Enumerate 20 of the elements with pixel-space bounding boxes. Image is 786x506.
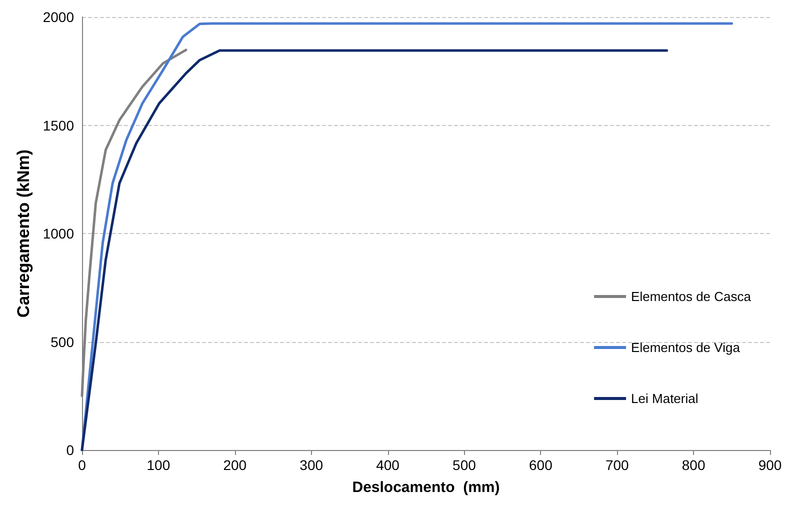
y-tick-label: 500: [50, 334, 74, 350]
y-tick-label: 1000: [42, 226, 74, 242]
y-tick-label: 2000: [42, 9, 74, 25]
x-tick-label: 300: [300, 457, 324, 473]
legend-label: Elementos de Viga: [631, 340, 741, 355]
x-tick-label: 0: [78, 457, 86, 473]
x-tick-label: 700: [605, 457, 630, 473]
y-tick-label: 0: [66, 442, 74, 458]
x-tick-label: 200: [223, 457, 247, 473]
legend-label: Elementos de Casca: [631, 289, 752, 304]
x-tick-label: 400: [376, 457, 400, 473]
x-tick-label: 900: [758, 457, 782, 473]
legend-label: Lei Material: [631, 391, 698, 406]
x-tick-label: 600: [528, 457, 553, 473]
x-axis-title: Deslocamento (mm): [352, 479, 500, 496]
y-tick-label: 1500: [42, 117, 74, 134]
x-tick-label: 500: [452, 457, 476, 473]
y-axis-title: Carregamento (kNm): [14, 149, 33, 318]
x-tick-label: 100: [146, 457, 170, 473]
x-tick-label: 800: [682, 457, 706, 473]
